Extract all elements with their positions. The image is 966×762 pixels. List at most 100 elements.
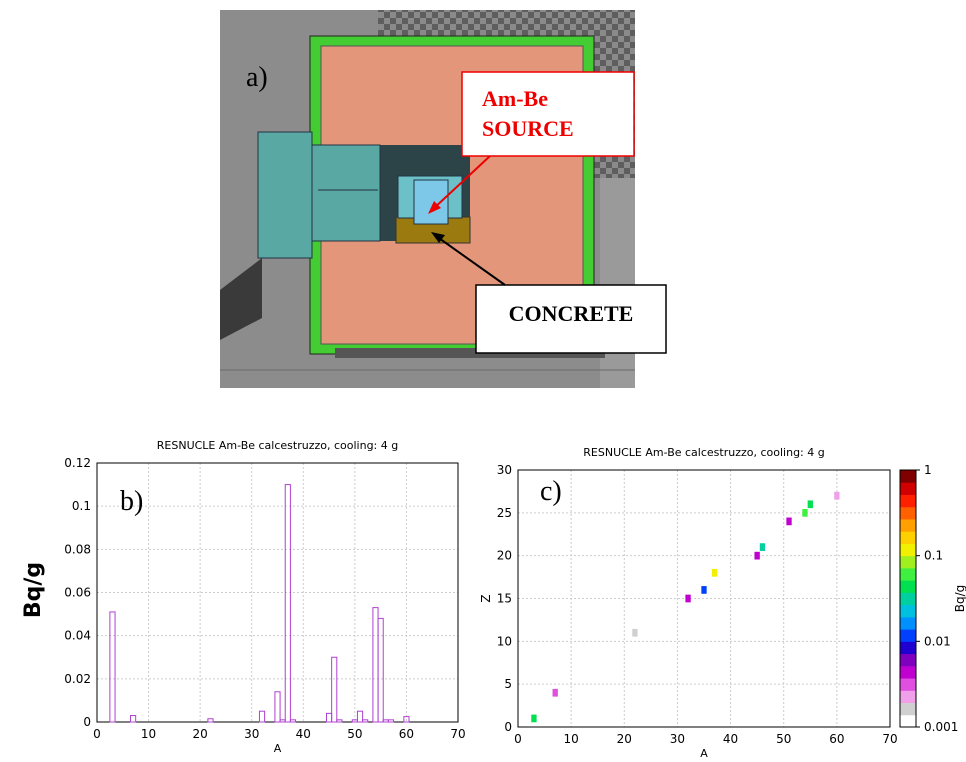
bar	[280, 720, 285, 722]
bar	[363, 720, 368, 722]
x-tick-label: 0	[93, 727, 101, 741]
x-tick-label: 60	[399, 727, 414, 741]
bar	[383, 720, 388, 722]
colorbar-band	[900, 556, 916, 569]
colorbar-tick-label: 0.01	[924, 634, 951, 648]
y-tick-label: 20	[497, 549, 512, 563]
bar	[326, 713, 331, 722]
colorbar-band	[900, 507, 916, 520]
teal-block	[312, 145, 380, 241]
colorbar-band	[900, 519, 916, 532]
bar	[208, 719, 213, 722]
source-cylinder	[414, 180, 448, 224]
colorbar-band	[900, 605, 916, 618]
y-tick-label: 0.1	[72, 499, 91, 513]
colorbar-band	[900, 494, 916, 507]
colorbar-band	[900, 580, 916, 593]
x-tick-label: 40	[296, 727, 311, 741]
wall	[600, 178, 635, 388]
y-axis-label: Bq/g	[21, 562, 46, 618]
source-callout	[462, 72, 634, 156]
x-tick-label: 70	[450, 727, 465, 741]
y-tick-label: 0	[504, 720, 512, 734]
y-tick-label: 5	[504, 677, 512, 691]
point	[632, 629, 637, 637]
point	[685, 595, 690, 603]
colorbar-tick-label: 0.001	[924, 720, 958, 734]
colorbar-band	[900, 629, 916, 642]
point	[834, 492, 839, 500]
x-tick-label: 20	[617, 732, 632, 746]
colorbar-band	[900, 482, 916, 495]
bar	[259, 711, 264, 722]
bar	[337, 720, 342, 722]
point	[786, 518, 791, 526]
x-tick-label: 20	[193, 727, 208, 741]
colorbar-band	[900, 703, 916, 716]
x-tick-label: 10	[564, 732, 579, 746]
y-tick-label: 0.02	[64, 672, 91, 686]
bar	[290, 720, 295, 722]
bar	[388, 720, 393, 722]
y-tick-label: 0.04	[64, 629, 91, 643]
y-tick-label: 0.12	[64, 456, 91, 470]
point	[701, 586, 706, 594]
bar	[275, 692, 280, 722]
y-tick-label: 10	[497, 634, 512, 648]
colorbar-band	[900, 617, 916, 630]
y-tick-label: 0.06	[64, 586, 91, 600]
colorbar-band	[900, 715, 916, 728]
bar	[332, 657, 337, 722]
colorbar-band	[900, 654, 916, 667]
colorbar-band	[900, 531, 916, 544]
concrete-label: CONCRETE	[509, 301, 634, 326]
colorbar-tick-label: 0.1	[924, 549, 943, 563]
x-tick-label: 70	[882, 732, 897, 746]
y-tick-label: 0	[83, 715, 91, 729]
colorbar-band	[900, 641, 916, 654]
y-tick-label: 0.08	[64, 542, 91, 556]
x-axis-label: A	[274, 742, 282, 755]
chart-title: RESNUCLE Am-Be calcestruzzo, cooling: 4 …	[583, 446, 824, 459]
bar	[285, 485, 290, 722]
point	[553, 689, 558, 697]
source-label: SOURCE	[482, 116, 574, 141]
colorbar-band	[900, 690, 916, 703]
x-tick-label: 60	[829, 732, 844, 746]
colorbar-label: Bq/g	[953, 585, 966, 613]
chart-title: RESNUCLE Am-Be calcestruzzo, cooling: 4 …	[157, 439, 398, 452]
panel-label: c)	[540, 476, 562, 507]
bar	[378, 618, 383, 722]
figure: a) Am-Be SOURCE CONCRETE Bq/g RESNUCLE A…	[0, 0, 966, 762]
x-tick-label: 40	[723, 732, 738, 746]
point	[808, 500, 813, 508]
point	[712, 569, 717, 577]
point	[531, 715, 536, 723]
point	[754, 552, 759, 560]
x-tick-label: 30	[244, 727, 259, 741]
colorbar-band	[900, 592, 916, 605]
panel-label: a)	[246, 62, 268, 93]
panel-label: b)	[120, 486, 143, 517]
colorbar-tick-label: 1	[924, 463, 932, 477]
colorbar-band	[900, 666, 916, 679]
colorbar-band	[900, 543, 916, 556]
bar	[131, 716, 136, 722]
render-panel: a) Am-Be SOURCE CONCRETE	[220, 10, 666, 388]
colorbar-band	[900, 568, 916, 581]
x-tick-label: 50	[347, 727, 362, 741]
y-tick-label: 25	[497, 506, 512, 520]
point	[760, 543, 765, 551]
y-tick-label: 15	[497, 592, 512, 606]
y-tick-label: 30	[497, 463, 512, 477]
figure-canvas: a) Am-Be SOURCE CONCRETE Bq/g RESNUCLE A…	[0, 0, 966, 762]
x-axis-label: A	[700, 747, 708, 760]
teal-block	[258, 132, 312, 258]
x-tick-label: 10	[141, 727, 156, 741]
x-tick-label: 50	[776, 732, 791, 746]
source-label: Am-Be	[482, 86, 548, 111]
bar	[110, 612, 115, 722]
x-tick-label: 0	[514, 732, 522, 746]
colorbar-band	[900, 470, 916, 483]
colorbar-band	[900, 678, 916, 691]
